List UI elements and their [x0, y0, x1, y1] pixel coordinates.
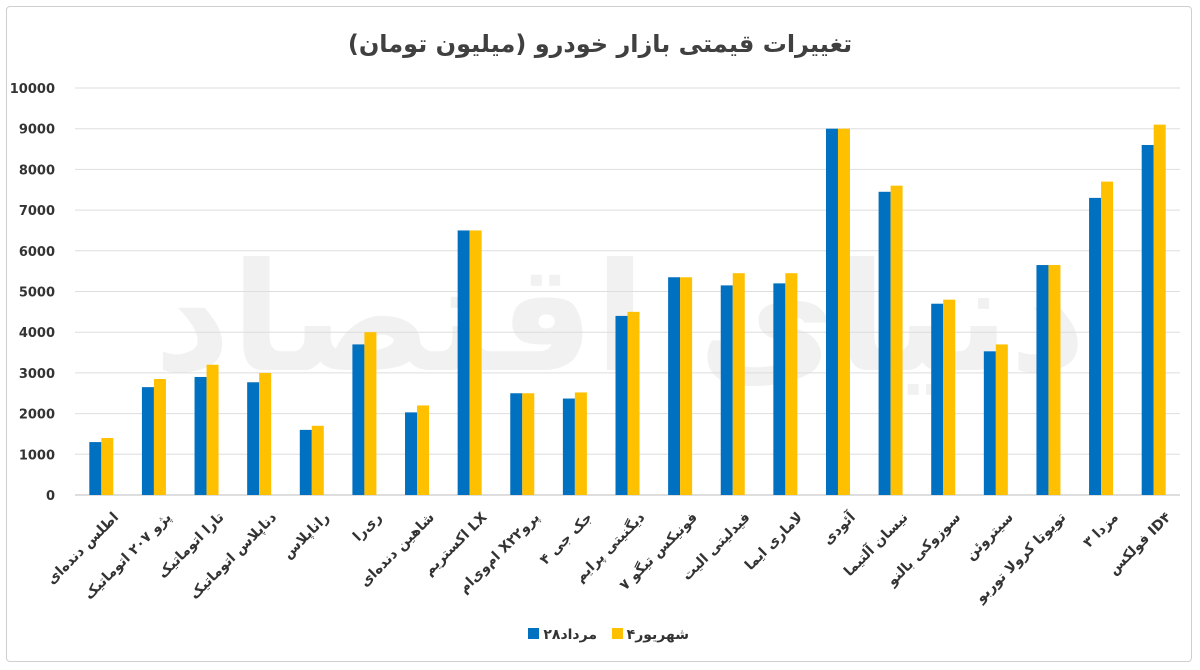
x-tick-label: تویوتا کرولا توربو — [972, 510, 1069, 607]
y-tick-label: 5000 — [19, 286, 55, 301]
x-tick-label: سیتروئن — [963, 510, 1017, 564]
legend-label: ۲۸مرداد — [543, 627, 597, 643]
bar-shahrivar-4 — [417, 405, 430, 495]
bar-mordad-28 — [615, 315, 628, 495]
y-tick-label: 1000 — [19, 448, 55, 463]
bar-mordad-28 — [878, 191, 891, 495]
bar-mordad-28 — [405, 412, 418, 495]
y-tick-label: 8000 — [19, 163, 55, 178]
bar-shahrivar-4 — [259, 372, 272, 495]
bar-mordad-28 — [931, 303, 944, 495]
bar-mordad-28 — [89, 442, 102, 495]
bar-shahrivar-4 — [522, 393, 535, 495]
bar-shahrivar-4 — [785, 273, 798, 495]
x-tick-label: راناپلاس — [280, 510, 333, 563]
x-tick-label: مزدا ۳ — [1080, 510, 1122, 552]
y-tick-label: 9000 — [19, 123, 55, 138]
x-tick-label: آئودی — [819, 507, 860, 548]
legend-swatch — [528, 628, 539, 639]
x-tick-label: پژو ۲۰۷ اتوماتیک — [81, 510, 174, 603]
x-tick-label: ری‌را — [350, 510, 385, 545]
bar-shahrivar-4 — [627, 311, 640, 495]
y-tick-label: 7000 — [19, 204, 55, 219]
bar-mordad-28 — [299, 429, 312, 495]
bars — [89, 124, 1166, 496]
legend-swatch — [612, 628, 623, 639]
bar-mordad-28 — [773, 283, 786, 495]
legend: ۲۸مرداد ۴شهریور — [528, 627, 689, 643]
bar-shahrivar-4 — [995, 344, 1008, 495]
y-tick-label: 10000 — [10, 82, 55, 97]
bar-mordad-28 — [247, 382, 260, 495]
bar-mordad-28 — [668, 277, 681, 495]
bar-shahrivar-4 — [153, 379, 166, 495]
bar-shahrivar-4 — [680, 277, 693, 495]
y-tick-label: 2000 — [19, 408, 55, 423]
legend-label: ۴شهریور — [627, 627, 689, 643]
chart-frame — [6, 6, 1192, 662]
bar-shahrivar-4 — [1153, 124, 1166, 495]
bar-shahrivar-4 — [574, 392, 587, 495]
y-tick-label: 3000 — [19, 367, 55, 382]
y-axis-ticks: 0 1000 2000 3000 4000 5000 6000 7000 8000 9000 100… — [10, 82, 55, 504]
bar-shahrivar-4 — [101, 438, 114, 495]
y-tick-label: 4000 — [19, 326, 55, 341]
bar-shahrivar-4 — [469, 230, 482, 495]
bar-shahrivar-4 — [364, 332, 377, 495]
bar-shahrivar-4 — [1101, 181, 1114, 496]
bar-mordad-28 — [352, 344, 365, 495]
bar-mordad-28 — [983, 351, 996, 495]
y-tick-label: 6000 — [19, 245, 55, 260]
bar-mordad-28 — [141, 387, 154, 495]
bar-mordad-28 — [825, 128, 838, 495]
y-tick-label: 0 — [46, 489, 55, 504]
bar-mordad-28 — [1089, 197, 1102, 495]
bar-mordad-28 — [1036, 265, 1049, 495]
bar-shahrivar-4 — [732, 273, 745, 495]
bar-shahrivar-4 — [1048, 265, 1061, 495]
bar-mordad-28 — [510, 393, 523, 495]
bar-mordad-28 — [720, 285, 733, 495]
chart-title: تغییرات قیمتی بازار خودرو (میلیون تومان) — [348, 30, 852, 58]
bar-mordad-28 — [457, 230, 470, 495]
bar-shahrivar-4 — [837, 128, 850, 495]
bar-mordad-28 — [194, 376, 207, 495]
bar-shahrivar-4 — [311, 425, 324, 495]
bar-shahrivar-4 — [890, 185, 903, 495]
bar-shahrivar-4 — [206, 364, 219, 495]
bar-shahrivar-4 — [943, 299, 956, 495]
bar-mordad-28 — [562, 398, 575, 495]
bar-mordad-28 — [1141, 144, 1154, 496]
